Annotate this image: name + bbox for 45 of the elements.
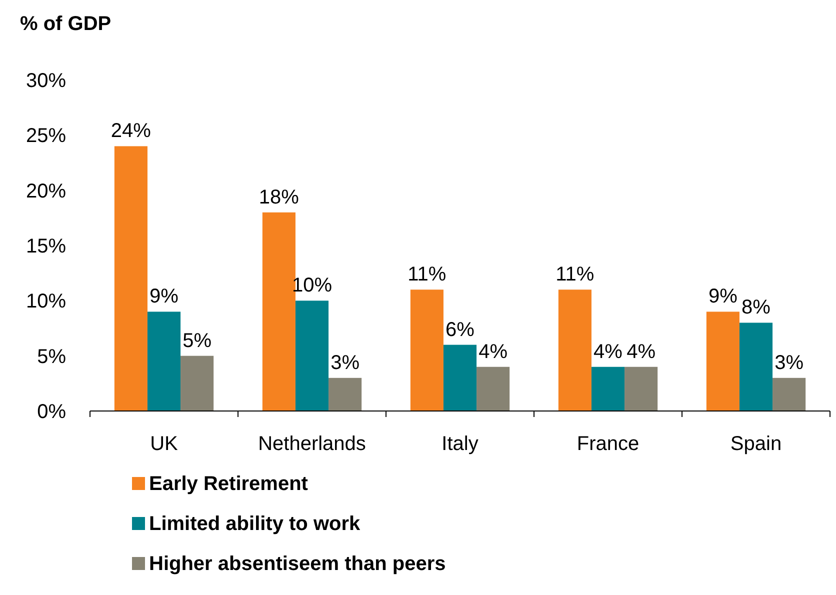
y-tick-label: 20%: [26, 180, 66, 202]
bar: [476, 366, 510, 411]
bar: [262, 212, 296, 411]
bar: [591, 366, 625, 411]
data-label: 11%: [556, 264, 594, 286]
bar: [624, 366, 658, 411]
data-label: 3%: [774, 352, 804, 374]
bar: [410, 290, 444, 411]
y-tick-label: 10%: [26, 290, 66, 313]
bar: [706, 312, 740, 411]
data-label: 4%: [594, 340, 623, 363]
data-label: 8%: [742, 296, 771, 319]
data-label: 9%: [150, 286, 179, 308]
bar: [558, 290, 592, 411]
bar: [180, 356, 214, 411]
x-tick-label: Netherlands: [258, 433, 366, 455]
legend-label: Limited ability to work: [149, 513, 362, 535]
bar: [739, 322, 773, 411]
data-label: 6%: [446, 318, 475, 341]
y-tick-label: 30%: [26, 70, 66, 92]
y-tick-label: 0%: [37, 401, 66, 423]
data-label: 5%: [182, 330, 212, 352]
bar: [114, 146, 148, 411]
legend-label: Higher absentiseem than peers: [149, 553, 446, 575]
y-tick-label: 25%: [26, 125, 66, 148]
y-tick-label: 15%: [26, 236, 66, 258]
data-label: 18%: [258, 186, 300, 208]
bar: [443, 344, 477, 411]
y-tick-label: 5%: [37, 346, 66, 368]
x-tick-label: Spain: [730, 433, 782, 455]
x-tick-label: France: [576, 433, 640, 455]
data-label: 3%: [330, 352, 360, 374]
data-label: 24%: [110, 120, 152, 142]
bar: [772, 378, 806, 411]
bar: [295, 300, 329, 411]
data-label: 11%: [408, 264, 446, 286]
data-label: 4%: [626, 340, 656, 363]
data-label: 9%: [708, 286, 738, 308]
x-tick-label: Italy: [442, 433, 478, 455]
bar: [147, 312, 181, 411]
chart-title: % of GDP: [20, 13, 112, 35]
legend-label: Early Retirement: [149, 473, 308, 495]
bar: [328, 378, 362, 411]
x-tick-label: UK: [150, 433, 179, 455]
data-label: 4%: [478, 340, 508, 363]
